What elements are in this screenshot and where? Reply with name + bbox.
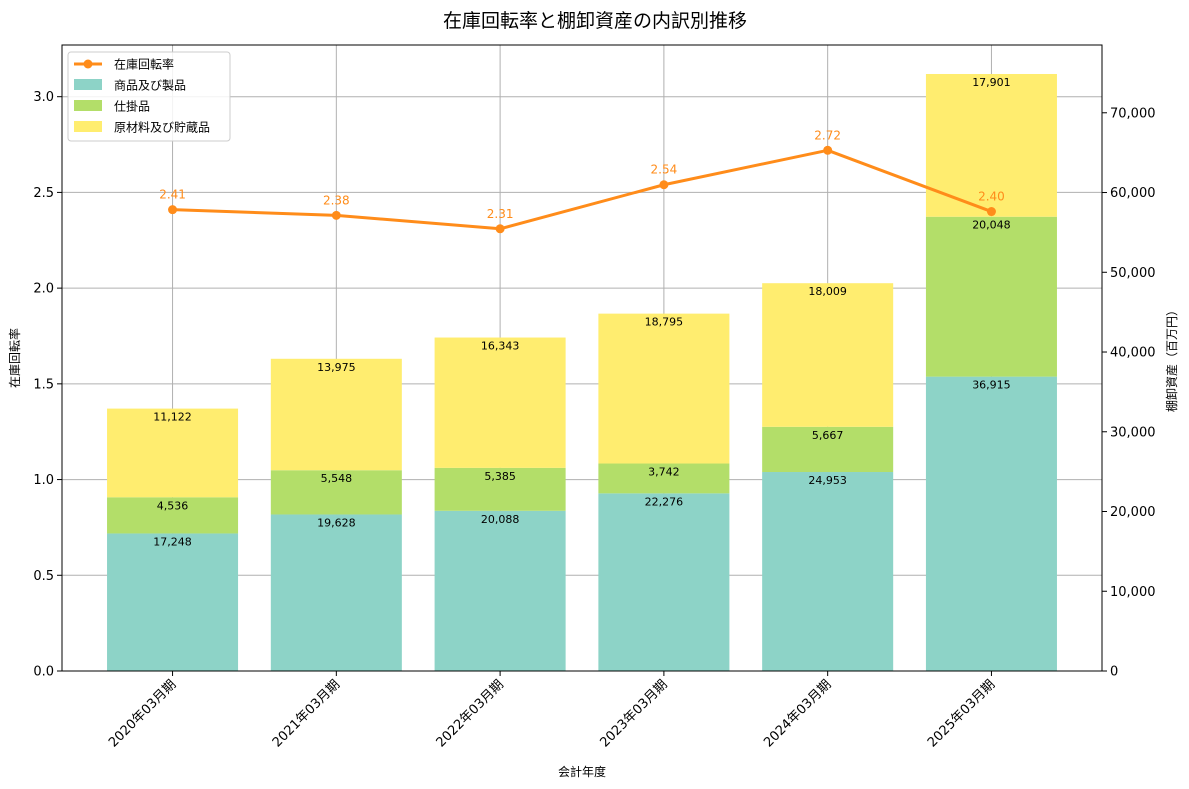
legend-box [67, 51, 231, 142]
bar-segment [598, 313, 730, 464]
y-right-tick-label: 30,000 [1110, 425, 1156, 440]
y-left-tick-label: 2.5 [33, 186, 54, 201]
x-tick-label: 2022年03月期 [434, 677, 507, 750]
bar-value-label: 17,248 [153, 535, 192, 548]
y-right-tick-label: 60,000 [1110, 186, 1156, 201]
bar-segment [925, 73, 1057, 217]
bar-segment [762, 283, 894, 427]
bar-value-label: 16,343 [481, 340, 520, 353]
y-axis-left-title: 在庫回転率 [7, 328, 22, 388]
y-axis-right-title: 棚卸資産（百万円） [1164, 304, 1179, 412]
bar-value-label: 5,667 [812, 429, 844, 442]
bar-segment [762, 472, 894, 671]
turnover-point [331, 210, 341, 220]
bar-value-label: 19,628 [317, 516, 356, 529]
legend-label: 仕掛品 [114, 99, 150, 114]
legend-swatch [74, 79, 102, 90]
y-right-tick-label: 70,000 [1110, 106, 1156, 121]
bar-value-label: 20,048 [972, 219, 1011, 232]
bar-value-label: 5,385 [484, 470, 516, 483]
x-axis-title: 会計年度 [558, 764, 606, 779]
y-right-tick-label: 40,000 [1110, 346, 1156, 361]
legend-swatch-marker [83, 59, 93, 69]
bar-segment [107, 497, 239, 534]
legend-label: 商品及び製品 [114, 78, 186, 93]
bar-segment [107, 533, 239, 671]
bar-value-label: 3,742 [648, 466, 680, 479]
y-left-tick-label: 3.0 [33, 90, 54, 105]
bar-segment [434, 467, 566, 511]
x-tick-label: 2025年03月期 [925, 677, 998, 750]
chart-title: 在庫回転率と棚卸資産の内訳別推移 [443, 10, 747, 32]
y-right-tick-label: 50,000 [1110, 266, 1156, 281]
bar-segment [598, 463, 730, 494]
bar-segment [762, 426, 894, 473]
bar-segment [270, 358, 402, 471]
bars-layer [107, 73, 1057, 671]
bar-value-label: 24,953 [808, 474, 847, 487]
turnover-point [168, 205, 178, 215]
y-left-tick-label: 0.0 [33, 665, 54, 680]
x-tick-label: 2023年03月期 [597, 677, 670, 750]
bar-segment [925, 216, 1057, 377]
bar-value-label: 17,901 [972, 76, 1011, 89]
turnover-value-label: 2.72 [814, 128, 841, 142]
turnover-point [495, 224, 505, 234]
y-right-tick-label: 10,000 [1110, 585, 1156, 600]
bar-segment [925, 376, 1057, 671]
bar-value-label: 22,276 [645, 495, 684, 508]
bar-value-label: 18,009 [808, 285, 847, 298]
bar-segment [270, 514, 402, 671]
bar-value-label: 18,795 [645, 316, 684, 329]
bar-value-label: 4,536 [157, 499, 189, 512]
turnover-point [986, 207, 996, 217]
y-left-tick-label: 0.5 [33, 569, 54, 584]
plot-frame [61, 44, 1103, 672]
legend-label: 在庫回転率 [114, 57, 174, 72]
turnover-value-label: 2.54 [651, 163, 678, 177]
bar-value-label: 20,088 [481, 513, 520, 526]
legend-swatch [74, 100, 102, 111]
y-left-tick-label: 1.5 [33, 377, 54, 392]
x-tick-label: 2020年03月期 [106, 677, 179, 750]
bar-segment [434, 510, 566, 671]
y-right-tick-label: 0 [1110, 665, 1118, 680]
turnover-value-label: 2.41 [159, 188, 186, 202]
y-right-tick-label: 20,000 [1110, 505, 1156, 520]
turnover-value-label: 2.38 [323, 193, 350, 207]
bar-value-label: 11,122 [153, 411, 192, 424]
turnover-value-label: 2.31 [487, 207, 514, 221]
bar-segment [107, 408, 239, 498]
turnover-line [172, 148, 992, 231]
y-left-tick-label: 1.0 [33, 473, 54, 488]
bar-value-label: 5,548 [321, 472, 353, 485]
line-layer: 2.41 2.38 2.31 2.54 2.72 2.40 [159, 128, 1005, 234]
x-tick-label: 2021年03月期 [270, 677, 343, 750]
turnover-value-label: 2.40 [978, 190, 1005, 204]
turnover-point [659, 180, 669, 190]
bar-value-label: 36,915 [972, 379, 1011, 392]
bar-labels-layer: 17,248 19,628 20,088 22,276 24,953 36,915 4,53… [153, 76, 1010, 548]
bar-value-label: 13,975 [317, 361, 356, 374]
turnover-point [823, 145, 833, 155]
legend-swatch [74, 121, 102, 132]
legend-label: 原材料及び貯蔵品 [114, 121, 210, 135]
bar-segment [434, 337, 566, 468]
x-tick-label: 2024年03月期 [761, 677, 834, 750]
y-left-tick-label: 2.0 [33, 282, 54, 297]
bar-segment [270, 470, 402, 515]
bar-segment [598, 493, 730, 671]
